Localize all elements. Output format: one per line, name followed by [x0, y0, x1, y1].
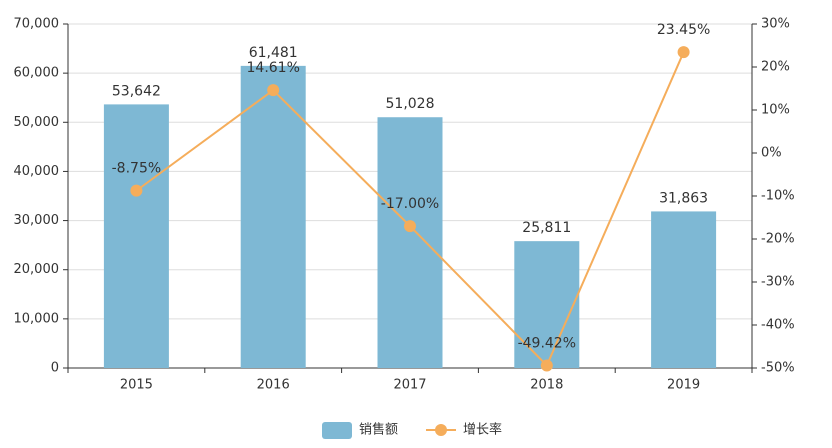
y-tick-label: 70,000	[14, 17, 60, 32]
y2-tick-label: 0%	[761, 146, 782, 161]
y2-tick-label: -10%	[761, 189, 795, 204]
y2-tick-label: 10%	[761, 103, 790, 118]
line-point	[540, 359, 553, 372]
y2-tick-label: -30%	[761, 275, 795, 290]
line-value-label: 14.61%	[247, 60, 300, 76]
bar	[103, 104, 169, 369]
y2-tick-label: 20%	[761, 60, 790, 75]
bar-value-label: 31,863	[659, 190, 708, 206]
y2-tick-label: 30%	[761, 17, 790, 32]
x-tick-label: 2015	[120, 378, 153, 393]
legend-label: 销售额	[359, 422, 398, 438]
legend-swatch	[322, 422, 352, 439]
y-tick-label: 0	[51, 361, 59, 376]
line-value-label: -17.00%	[381, 196, 439, 212]
bar-value-label: 25,811	[522, 220, 571, 236]
bar	[514, 241, 580, 368]
legend-swatch	[435, 424, 447, 436]
y-tick-label: 60,000	[14, 66, 60, 81]
bar	[240, 65, 306, 368]
bar-value-label: 53,642	[112, 83, 161, 99]
y-tick-label: 20,000	[14, 262, 60, 277]
x-tick-label: 2017	[393, 378, 426, 393]
x-tick-label: 2018	[530, 378, 563, 393]
bar-value-label: 61,481	[249, 45, 298, 61]
line-point	[267, 84, 280, 97]
y2-tick-label: -50%	[761, 361, 795, 376]
y-tick-label: 10,000	[14, 311, 60, 326]
x-tick-label: 2016	[257, 378, 290, 393]
y-tick-label: 30,000	[14, 213, 60, 228]
line-point	[130, 184, 143, 197]
line-value-label: -8.75%	[112, 161, 162, 177]
line-value-label: -49.42%	[518, 336, 576, 352]
x-tick-label: 2019	[667, 378, 700, 393]
line-point	[677, 46, 690, 59]
line-value-label: 23.45%	[657, 22, 710, 38]
bar	[377, 117, 443, 368]
y-tick-label: 40,000	[14, 164, 60, 179]
bar	[651, 211, 717, 368]
bar-value-label: 51,028	[386, 96, 435, 112]
legend-label: 增长率	[463, 422, 502, 438]
y2-tick-label: -40%	[761, 318, 795, 333]
line-point	[404, 220, 416, 233]
y-tick-label: 50,000	[14, 115, 60, 130]
y2-tick-label: -20%	[761, 232, 795, 247]
